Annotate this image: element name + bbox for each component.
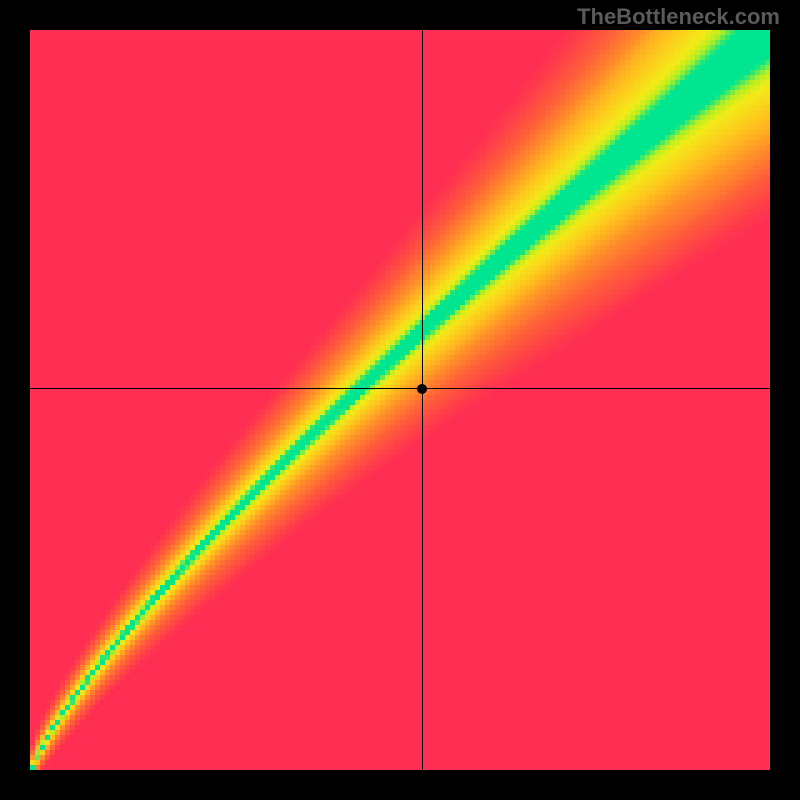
- watermark-text: TheBottleneck.com: [577, 4, 780, 30]
- crosshair-horizontal: [30, 388, 770, 389]
- crosshair-vertical: [422, 30, 423, 770]
- bottleneck-heatmap: [30, 30, 770, 770]
